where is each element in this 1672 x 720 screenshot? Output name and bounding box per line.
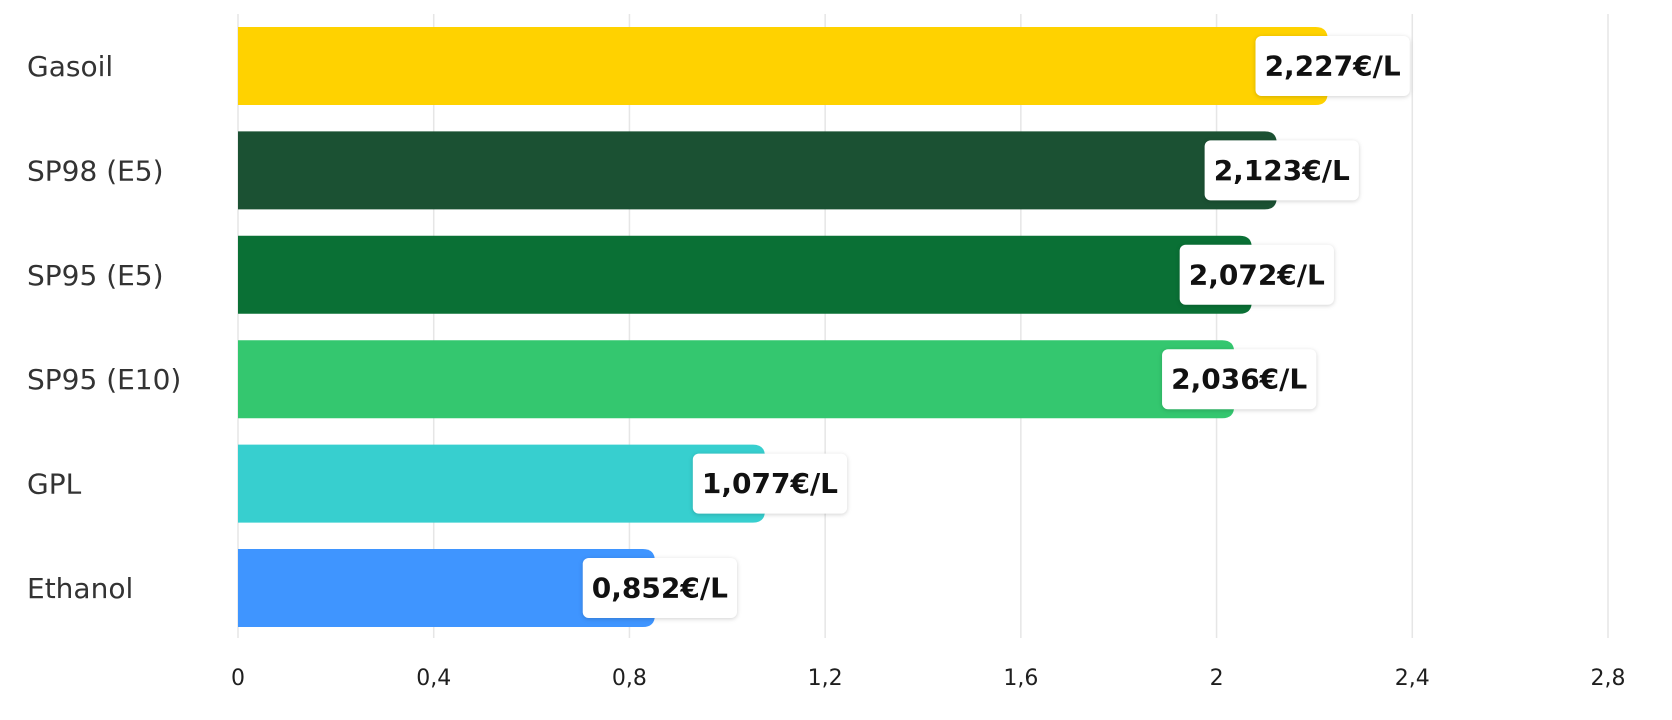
x-axis-tick-labels: 0 0,4 0,8 1,2 1,6 2 2,4 2,8 (231, 666, 1626, 691)
bar-ethanol (238, 549, 655, 627)
category-label: SP98 (E5) (27, 154, 164, 187)
data-label-text: 1,077€/L (702, 467, 838, 500)
data-label-box (582, 558, 738, 618)
data-label-text: 2,123€/L (1214, 154, 1350, 187)
x-tick-label: 1,2 (808, 666, 843, 691)
category-label: Ethanol (27, 572, 133, 605)
x-tick-label: 2,8 (1591, 666, 1626, 691)
data-label-box (1179, 244, 1334, 305)
x-tick-label: 1,6 (1003, 666, 1038, 691)
category-label: Gasoil (27, 50, 113, 83)
bar-gpl (238, 444, 765, 523)
data-label-text: 2,072€/L (1189, 258, 1325, 291)
data-label: 2,072€/L (1179, 244, 1334, 305)
data-label: 0,852€/L (582, 558, 738, 618)
bar-sp95-e10 (238, 340, 1235, 419)
x-tick-label: 0,4 (416, 666, 451, 691)
x-tick-label: 2,4 (1395, 666, 1430, 691)
bar-sp95-e5 (238, 235, 1252, 314)
gridlines (237, 14, 1609, 638)
x-tick-label: 0,8 (612, 666, 647, 691)
data-label-box (1204, 140, 1359, 201)
category-label: SP95 (E10) (27, 363, 181, 396)
data-label-text: 2,227€/L (1265, 50, 1401, 83)
data-label-text: 2,036€/L (1171, 363, 1307, 396)
x-tick-label: 2 (1210, 666, 1224, 691)
category-label: GPL (27, 468, 82, 501)
bar-sp98-e5 (238, 131, 1277, 210)
data-label-text: 0,852€/L (592, 572, 728, 605)
data-label: 2,123€/L (1204, 140, 1359, 201)
data-label: 2,036€/L (1162, 349, 1317, 410)
data-label: 2,227€/L (1255, 36, 1410, 96)
category-label: SP95 (E5) (27, 259, 164, 292)
bar-gasoil (238, 27, 1328, 105)
bars (238, 27, 1328, 627)
data-label-box (1255, 36, 1410, 96)
data-label-box (692, 453, 848, 514)
category-labels: Gasoil SP98 (E5) SP95 (E5) SP95 (E10) GPL Eth… (27, 50, 181, 605)
x-tick-label: 0 (231, 666, 245, 691)
data-label-box (1162, 349, 1317, 410)
data-labels: 2,227€/L 2,123€/L 2,072€/L 2,036€/L 1,077€/L… (582, 36, 1410, 618)
data-label: 1,077€/L (692, 453, 848, 514)
